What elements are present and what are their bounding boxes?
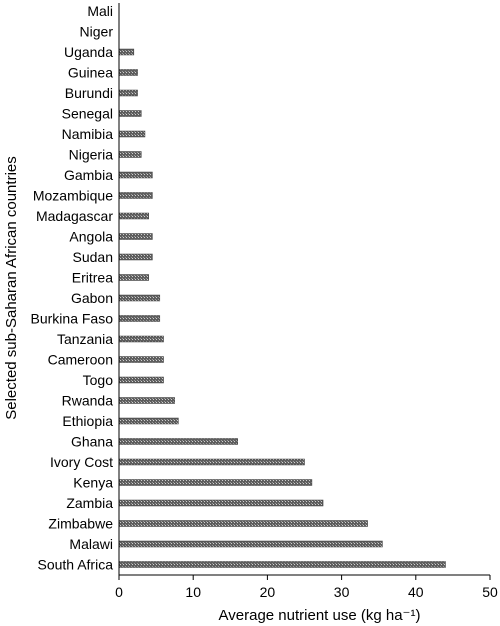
category-label: Togo [83, 372, 114, 388]
x-tick-label: 0 [115, 584, 123, 600]
category-label: Kenya [73, 475, 113, 491]
category-label: South Africa [38, 557, 114, 573]
bar-kenya [118, 479, 313, 486]
x-tick-label: 20 [260, 584, 276, 600]
category-label: Madagascar [36, 208, 113, 224]
bar-tanzania [118, 335, 164, 343]
category-label: Tanzania [57, 331, 113, 347]
bar-zambia [118, 499, 324, 507]
x-axis-ticks: 0 10 20 30 40 50 [115, 575, 498, 600]
bar-senegal [118, 110, 142, 117]
y-axis-label: Selected sub-Saharan African countries [3, 156, 20, 420]
category-label: Niger [80, 24, 114, 40]
category-label: Cameroon [48, 352, 113, 368]
category-labels: Mali Niger Uganda Guinea Burundi Senegal Namib… [31, 3, 114, 573]
category-label: Ghana [71, 434, 113, 450]
category-label: Burundi [65, 85, 113, 101]
bar-zimbabwe [118, 520, 368, 527]
category-label: Eritrea [72, 270, 113, 286]
bar-cameroon [118, 356, 164, 363]
category-label: Zambia [66, 495, 113, 511]
bar-namibia [118, 130, 146, 138]
category-label: Malawi [69, 536, 113, 552]
category-label: Guinea [68, 65, 113, 81]
bar-guinea [118, 69, 138, 76]
bar-ethiopia [118, 417, 179, 425]
category-label: Uganda [64, 44, 113, 60]
bar-mozambique [118, 192, 153, 199]
bar-gabon [118, 294, 161, 302]
category-label: Ethiopia [62, 413, 113, 429]
bar-gambia [118, 171, 153, 179]
bar-burundi [118, 89, 138, 97]
category-label: Mozambique [33, 188, 113, 204]
bar-ivory-cost [118, 458, 305, 466]
category-label: Zimbabwe [48, 516, 113, 532]
bar-eritrea [118, 274, 149, 281]
bar-malawi [118, 540, 383, 548]
category-label: Gabon [71, 290, 113, 306]
x-tick-label: 30 [334, 584, 350, 600]
bar-nigeria [118, 151, 142, 158]
category-label: Ivory Cost [50, 454, 113, 470]
bar-uganda [118, 48, 135, 56]
bar-rwanda [118, 397, 175, 404]
category-label: Rwanda [62, 393, 114, 409]
x-tick-label: 10 [185, 584, 201, 600]
bar-sudan [118, 253, 153, 261]
bar-togo [118, 376, 164, 384]
category-label: Gambia [64, 167, 113, 183]
category-label: Senegal [62, 106, 113, 122]
bar-madagascar [118, 212, 149, 220]
category-label: Sudan [73, 249, 113, 265]
bar-south-africa [118, 561, 446, 568]
bar-burkina-faso [118, 315, 161, 322]
x-axis-label: Average nutrient use (kg ha⁻¹) [219, 607, 421, 624]
bar-angola [118, 233, 153, 240]
bars-group [118, 48, 446, 568]
category-label: Nigeria [69, 147, 114, 163]
x-tick-label: 50 [482, 584, 498, 600]
bar-ghana [118, 438, 238, 445]
category-label: Mali [87, 3, 113, 19]
category-label: Burkina Faso [31, 311, 114, 327]
category-label: Namibia [62, 126, 114, 142]
category-label: Angola [69, 229, 113, 245]
x-tick-label: 40 [408, 584, 424, 600]
